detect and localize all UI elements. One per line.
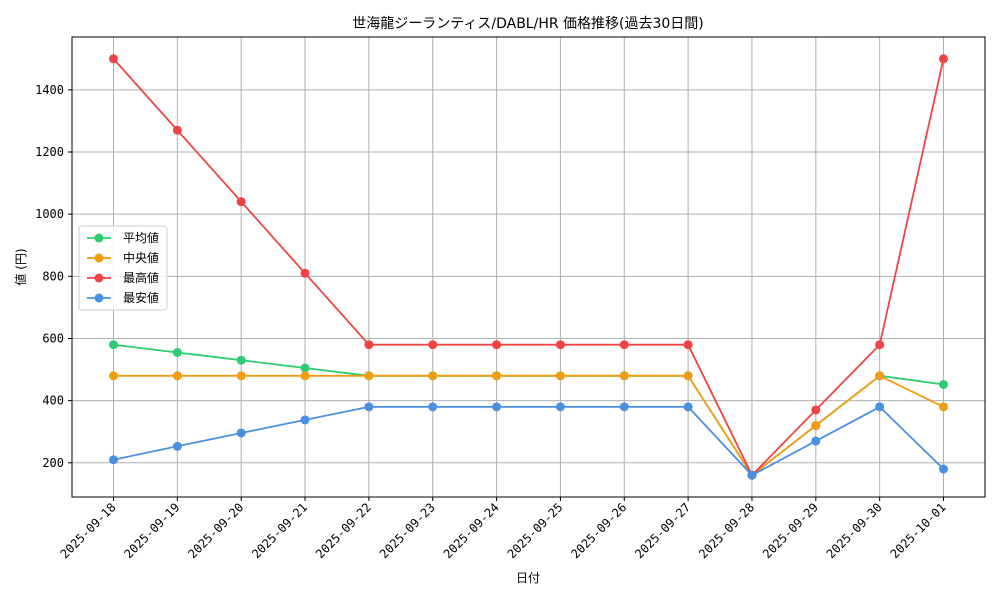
legend-label: 平均値	[123, 230, 159, 245]
legend-label: 中央値	[123, 250, 159, 265]
data-point	[236, 428, 246, 438]
data-point	[875, 340, 885, 350]
data-point	[172, 125, 182, 135]
legend-item: 平均値	[87, 230, 159, 245]
data-point	[109, 455, 118, 465]
legend-marker	[94, 273, 104, 283]
data-point	[428, 340, 438, 350]
y-tick-label: 1200	[35, 145, 64, 159]
data-point	[939, 379, 948, 389]
y-tick-label: 1400	[35, 83, 64, 97]
data-point	[619, 371, 629, 381]
data-point	[109, 371, 118, 381]
series-4	[109, 402, 948, 480]
data-point	[683, 371, 693, 381]
data-point	[172, 371, 182, 381]
chart-title: 世海龍ジーランティス/DABL/HR 価格推移(過去30日間)	[352, 15, 704, 32]
data-point	[300, 363, 310, 373]
data-point	[619, 402, 629, 412]
legend-marker	[94, 293, 104, 303]
legend-item: 中央値	[87, 250, 159, 265]
data-point	[683, 402, 693, 412]
series-line	[113, 374, 944, 477]
data-point	[236, 197, 246, 207]
data-point	[875, 402, 885, 412]
data-point	[236, 371, 246, 381]
y-tick-label: 1000	[35, 207, 64, 221]
data-point	[683, 340, 693, 350]
data-point	[300, 268, 310, 278]
data-point	[109, 340, 118, 350]
data-point	[428, 402, 438, 412]
legend-box	[78, 225, 168, 311]
data-point	[364, 340, 374, 350]
data-point	[109, 54, 118, 64]
y-tick-label: 800	[42, 269, 64, 283]
y-tick-label: 400	[42, 394, 64, 408]
x-axis-label: 日付	[516, 571, 540, 585]
legend-marker	[94, 233, 104, 243]
y-axis-label: 値 (円)	[13, 248, 28, 285]
series-line	[112, 58, 945, 477]
y-tick-label: 200	[42, 456, 64, 470]
data-point	[939, 464, 948, 474]
plot-frame	[71, 36, 986, 498]
series-3	[109, 54, 948, 480]
legend-label: 最高値	[123, 270, 159, 285]
data-point	[811, 405, 821, 415]
data-point	[492, 340, 502, 350]
y-axis-ticks: 200 400 600 800 1000 1200 1400	[35, 83, 72, 470]
series-line	[113, 405, 945, 477]
legend-marker	[94, 253, 104, 263]
data-point	[875, 371, 885, 381]
data-point	[172, 347, 182, 357]
data-point	[939, 402, 948, 412]
legend-item: 最高値	[87, 270, 159, 285]
data-point	[492, 371, 502, 381]
data-point	[555, 402, 565, 412]
data-point	[747, 470, 757, 480]
series-2	[109, 371, 948, 480]
data-point	[811, 421, 821, 431]
legend-item: 最安値	[87, 290, 159, 305]
data-point	[300, 415, 310, 425]
data-point	[364, 402, 374, 412]
series-layer	[109, 54, 948, 480]
data-point	[364, 371, 374, 381]
data-point	[619, 340, 629, 350]
y-tick-label: 600	[42, 331, 64, 345]
data-point	[555, 371, 565, 381]
data-point	[428, 371, 438, 381]
data-point	[172, 441, 182, 451]
legend-label: 最安値	[123, 290, 159, 305]
data-point	[492, 402, 502, 412]
data-point	[236, 355, 246, 365]
data-point	[939, 54, 948, 64]
data-point	[811, 436, 821, 446]
data-point	[300, 371, 310, 381]
data-point	[555, 340, 565, 350]
